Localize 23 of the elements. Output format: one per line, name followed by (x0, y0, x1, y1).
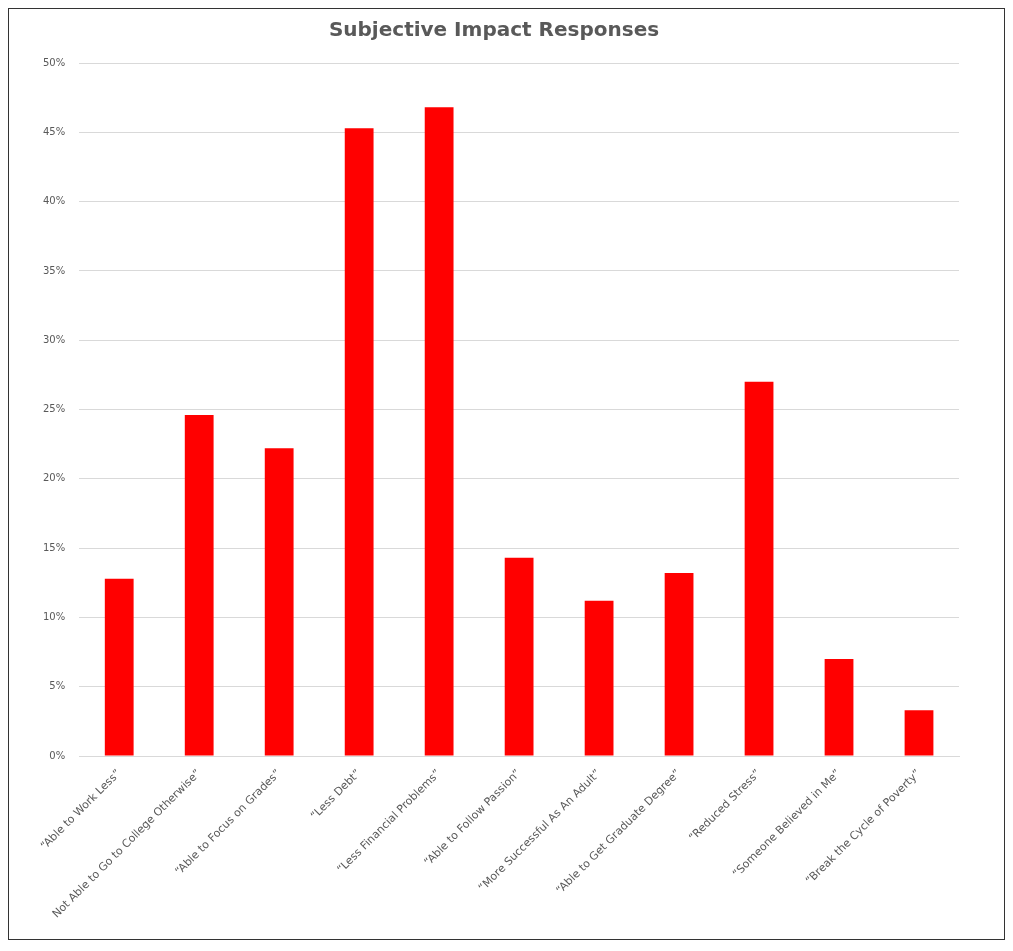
bar (104, 578, 134, 756)
y-tick-label: 25% (42, 403, 66, 415)
y-tick-label: 35% (42, 264, 66, 276)
bar (504, 557, 534, 756)
y-tick-label: 10% (42, 611, 66, 623)
bar (424, 107, 454, 756)
bar (344, 128, 374, 756)
y-tick-label: 30% (42, 333, 66, 345)
bar (744, 381, 774, 756)
bar (904, 710, 934, 756)
bar (664, 573, 694, 756)
y-tick-label: 0% (49, 749, 66, 761)
y-tick-label: 50% (42, 56, 66, 68)
bar (184, 415, 214, 756)
bar (824, 659, 854, 756)
bar (264, 448, 294, 756)
y-tick-label: 40% (42, 195, 66, 207)
bar (584, 600, 614, 756)
y-tick-label: 15% (42, 541, 66, 553)
y-tick-label: 5% (49, 680, 66, 692)
y-tick-label: 45% (42, 125, 66, 137)
y-tick-label: 20% (42, 472, 66, 484)
chart-title: Subjective Impact Responses (328, 17, 660, 42)
